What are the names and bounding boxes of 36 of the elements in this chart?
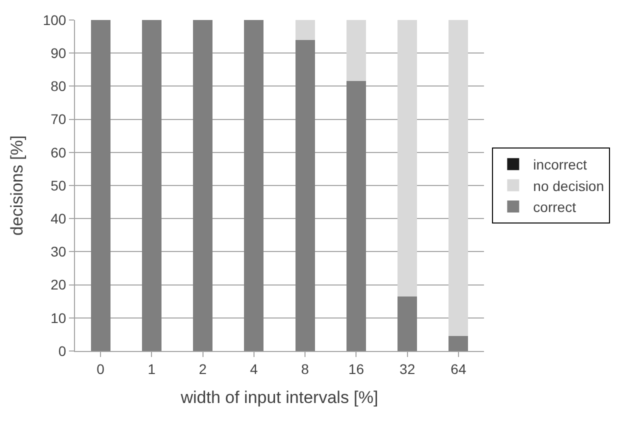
- legend-label: incorrect: [533, 156, 587, 173]
- x-tick-label: 64: [450, 360, 466, 377]
- x-tick-label: 16: [348, 360, 364, 377]
- y-tick-label: 0: [58, 342, 66, 359]
- bar: [295, 20, 315, 40]
- bar: [448, 20, 468, 336]
- bar: [193, 20, 213, 351]
- bar: [142, 20, 162, 351]
- bar: [346, 81, 366, 351]
- y-tick-label: 50: [50, 177, 66, 194]
- x-tick-label: 2: [198, 360, 207, 377]
- y-tick-label: 70: [50, 111, 66, 128]
- y-axis-title: decisions [%]: [7, 135, 26, 236]
- y-tick-label: 60: [50, 144, 66, 160]
- bar: [398, 20, 418, 296]
- y-tick-label: 80: [50, 78, 66, 94]
- x-tick-label: 1: [148, 360, 156, 377]
- legend-label: correct: [533, 198, 576, 215]
- x-tick-label: 4: [250, 360, 258, 377]
- x-tick-label: 0: [96, 360, 105, 377]
- y-tick-label: 10: [50, 310, 66, 326]
- bar: [295, 40, 315, 351]
- legend-label: no decision: [533, 178, 604, 194]
- bar: [448, 336, 468, 351]
- bar: [90, 20, 110, 351]
- bar: [244, 20, 264, 351]
- bar: [398, 296, 418, 351]
- y-tick-label: 90: [50, 45, 66, 61]
- x-axis-title: width of input intervals [%]: [180, 388, 378, 408]
- y-tick-label: 40: [50, 210, 66, 226]
- y-tick-label: 20: [50, 276, 66, 293]
- x-tick-label: 8: [301, 360, 310, 377]
- bar: [346, 20, 366, 82]
- y-tick-label: 30: [50, 244, 66, 260]
- x-tick-label: 32: [400, 360, 416, 377]
- y-tick-label: 100: [42, 12, 66, 28]
